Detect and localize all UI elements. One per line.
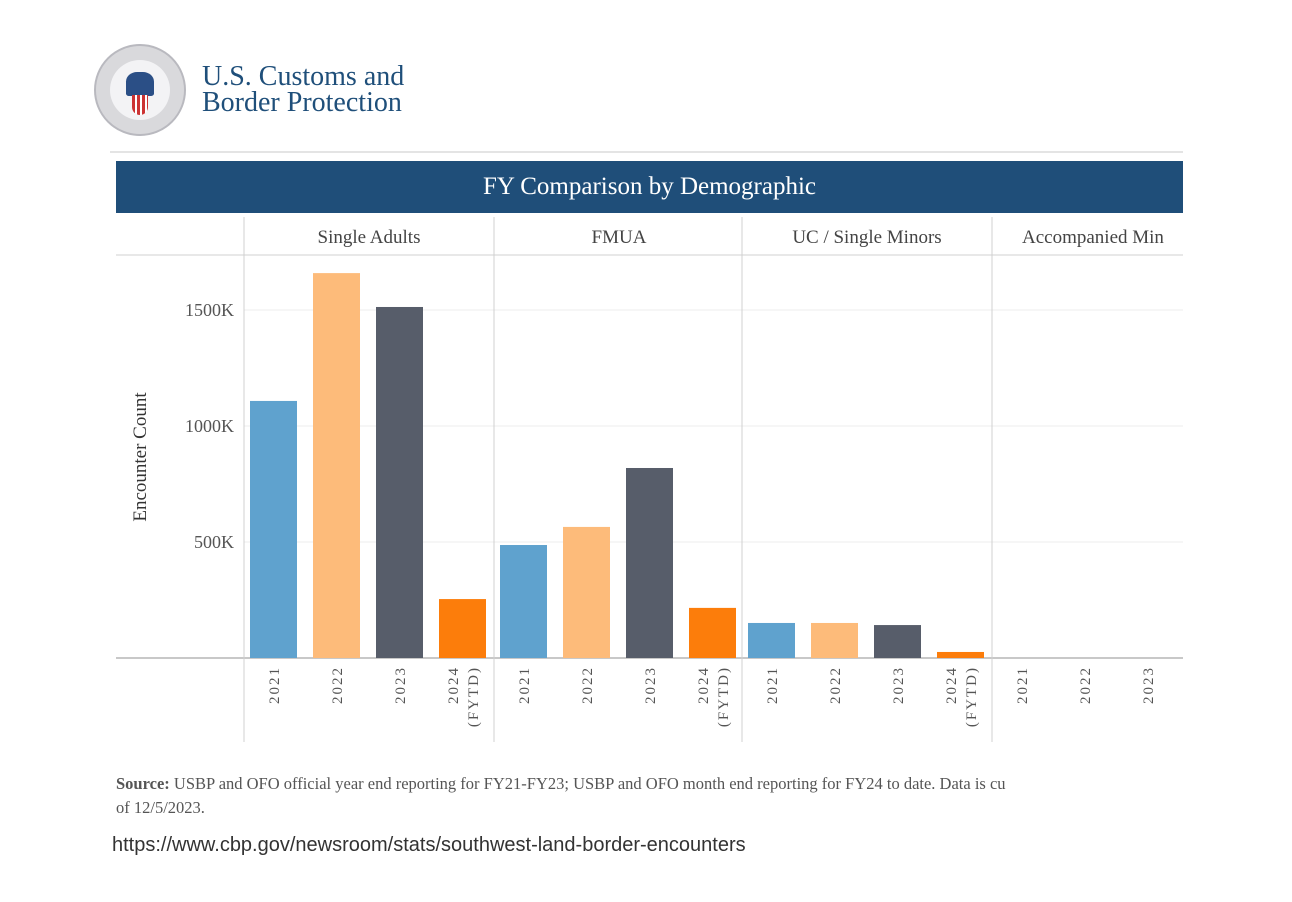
x-tick-label: 2024 [446,666,462,704]
brand-line-2: Border Protection [202,87,402,118]
bar-uc-single-minors-2021 [748,622,795,658]
x-tick-label: (FYTD) [716,666,732,727]
x-tick-label: (FYTD) [466,666,482,727]
bar-single-adults-2022 [313,273,360,658]
x-tick-label: 2021 [267,666,283,704]
bar-uc-single-minors-2022 [811,622,858,658]
bar-single-adults-2021 [250,400,297,658]
x-tick-label: 2021 [765,666,781,704]
x-tick-label: 2022 [1078,666,1094,704]
x-tick-label: 2023 [1141,666,1157,704]
source-note: Source: USBP and OFO official year end r… [116,772,1183,820]
x-tick-label: 2021 [1015,666,1031,704]
x-tick-label: (FYTD) [964,666,980,727]
y-axis-label: Encounter Count [130,392,151,522]
x-tick-label: 2024 [944,666,960,704]
facet-header-2: UC / Single Minors [792,227,941,248]
bar-uc-single-minors-2024 [937,651,984,658]
x-tick-label: 2021 [517,666,533,704]
source-text: USBP and OFO official year end reporting… [169,774,1006,793]
facet-header-3: Accompanied Min [1022,227,1164,248]
y-tick-label: 1500K [185,300,234,320]
chart-title: FY Comparison by Demographic [116,161,1183,213]
bar-fmua-2023 [626,467,673,658]
facet-header-1: FMUA [592,227,647,248]
shield-icon [132,90,148,115]
source-text-2: of 12/5/2023. [116,798,205,817]
bar-single-adults-2023 [376,306,423,658]
source-url[interactable]: https://www.cbp.gov/newsroom/stats/south… [112,834,746,856]
x-tick-label: 2024 [696,666,712,704]
cbp-seal-logo [94,44,186,136]
facet-header-0: Single Adults [318,227,421,248]
bar-fmua-2022 [563,526,610,658]
source-label: Source: [116,774,170,793]
y-tick-label: 500K [194,532,234,552]
x-tick-label: 2023 [393,666,409,704]
y-tick-label: 1000K [185,416,234,436]
brand-line-1: U.S. Customs and [202,61,405,92]
brand-name: U.S. Customs and Border Protection [202,61,405,118]
divider [110,151,1183,153]
x-tick-label: 2022 [330,666,346,704]
x-tick-label: 2022 [580,666,596,704]
x-tick-label: 2023 [643,666,659,704]
bar-single-adults-2024 [439,599,486,658]
bar-fmua-2024 [689,607,736,658]
x-tick-label: 2022 [828,666,844,704]
x-tick-label: 2023 [891,666,907,704]
bar-fmua-2021 [500,545,547,658]
bar-uc-single-minors-2023 [874,625,921,658]
